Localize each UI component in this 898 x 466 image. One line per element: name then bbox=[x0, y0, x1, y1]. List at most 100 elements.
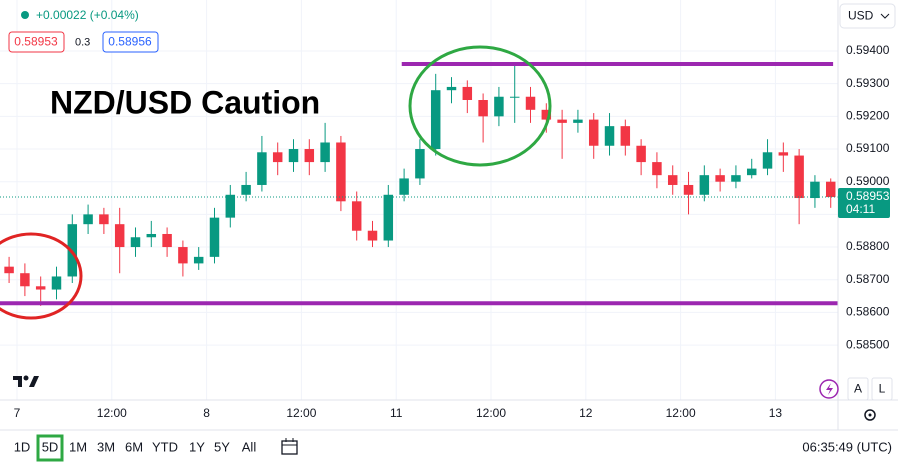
candle-body bbox=[478, 100, 488, 117]
candle-body bbox=[825, 181, 836, 198]
candle-body bbox=[667, 175, 678, 185]
x-tick-label: 12:00 bbox=[286, 406, 316, 420]
candle-body bbox=[731, 175, 741, 182]
y-tick-label: 0.58700 bbox=[846, 272, 890, 286]
range-active[interactable] bbox=[36, 434, 64, 462]
candle-body bbox=[636, 145, 646, 163]
candle-body bbox=[446, 86, 457, 91]
range-button[interactable]: 5Y bbox=[214, 439, 230, 454]
candle-body bbox=[588, 119, 599, 146]
last-price-box bbox=[838, 188, 890, 219]
settings-icon bbox=[868, 413, 872, 417]
bid-box[interactable] bbox=[8, 31, 65, 53]
calendar-icon bbox=[281, 440, 298, 455]
candle-body bbox=[746, 168, 757, 176]
candle-body bbox=[83, 214, 93, 225]
candle-body bbox=[351, 201, 362, 231]
x-tick-label: 12 bbox=[579, 406, 593, 420]
circle-annotation bbox=[0, 232, 83, 320]
candle-body bbox=[715, 175, 725, 182]
candle-body bbox=[178, 247, 188, 264]
y-tick-label: 0.58800 bbox=[846, 239, 890, 253]
candle-body bbox=[762, 152, 773, 169]
candle-body bbox=[778, 152, 789, 156]
candle-body bbox=[20, 273, 30, 287]
candle-body bbox=[494, 96, 504, 117]
y-tick-label: 0.59000 bbox=[846, 174, 890, 188]
range-button[interactable]: 1D bbox=[14, 439, 31, 454]
y-tick-label: 0.59100 bbox=[846, 141, 890, 155]
candle-body bbox=[430, 90, 441, 150]
y-tick-label: 0.59400 bbox=[846, 43, 890, 57]
candle-body bbox=[241, 184, 251, 195]
candle-body bbox=[541, 109, 552, 120]
range-button[interactable]: 1M bbox=[69, 439, 87, 454]
scale-button[interactable] bbox=[847, 377, 869, 401]
candle-body bbox=[794, 155, 804, 199]
range-button[interactable]: 6M bbox=[125, 439, 143, 454]
ask: 0.58956 bbox=[108, 35, 152, 49]
y-tick-label: 0.58500 bbox=[846, 337, 890, 351]
x-tick-label: 11 bbox=[390, 406, 403, 420]
candle-body bbox=[509, 96, 520, 98]
candle-body bbox=[336, 142, 346, 202]
countdown: 04:11 bbox=[846, 202, 875, 216]
candle-body bbox=[272, 152, 283, 163]
candle-body bbox=[99, 214, 109, 225]
y-tick-label: 0.59200 bbox=[846, 109, 890, 123]
last-price-label: 0.58953 bbox=[846, 189, 890, 203]
x-tick-label: 12:00 bbox=[476, 406, 506, 420]
candle-body bbox=[573, 119, 583, 123]
range-button[interactable]: 3M bbox=[97, 439, 115, 454]
annotation-title: NZD/USD Caution bbox=[50, 84, 320, 120]
candle-body bbox=[557, 119, 567, 123]
currency: USD bbox=[848, 9, 874, 23]
candle-body bbox=[225, 194, 236, 218]
dropdown-arrow bbox=[880, 13, 890, 19]
candle-body bbox=[399, 178, 409, 195]
candle-body bbox=[146, 233, 157, 238]
y-tick-label: 0.58600 bbox=[846, 305, 890, 319]
scale-button-label: L bbox=[879, 382, 886, 396]
range-button[interactable]: 5D bbox=[42, 439, 59, 454]
candle-body bbox=[810, 181, 820, 199]
logo bbox=[13, 375, 39, 387]
status-dot bbox=[21, 11, 29, 19]
x-tick-label: 12:00 bbox=[666, 406, 696, 420]
change: +0.00022 (+0.04%) bbox=[36, 8, 139, 22]
scale-button[interactable] bbox=[871, 377, 893, 401]
x-tick-label: 7 bbox=[14, 406, 21, 420]
candle-body bbox=[320, 142, 330, 163]
range-button[interactable]: 1Y bbox=[189, 439, 205, 454]
candle-body bbox=[193, 256, 204, 264]
candle-body bbox=[652, 162, 662, 176]
spread: 0.3 bbox=[75, 36, 90, 48]
candle-body bbox=[367, 230, 378, 241]
candle-body bbox=[304, 149, 315, 163]
range-button[interactable]: YTD bbox=[152, 439, 178, 454]
candle-body bbox=[130, 237, 141, 248]
candle-body bbox=[257, 152, 267, 185]
candle-body bbox=[288, 149, 299, 163]
ask-box[interactable] bbox=[102, 31, 159, 53]
settings-button[interactable] bbox=[864, 409, 876, 421]
candle-body bbox=[699, 175, 710, 195]
range-button[interactable]: All bbox=[242, 439, 257, 454]
candle-body bbox=[209, 217, 220, 257]
candle-body bbox=[415, 149, 425, 179]
candle-body bbox=[4, 266, 14, 274]
candle-body bbox=[162, 233, 172, 248]
candle-body bbox=[462, 86, 473, 100]
calendar-button[interactable] bbox=[281, 438, 298, 455]
candle-body bbox=[683, 184, 694, 195]
x-tick-label: 13 bbox=[769, 406, 783, 420]
scale-button-label: A bbox=[854, 382, 862, 396]
currency-select[interactable] bbox=[839, 3, 896, 29]
clock: 06:35:49 (UTC) bbox=[802, 439, 892, 454]
bid: 0.58953 bbox=[14, 35, 58, 49]
candle-body bbox=[35, 286, 46, 290]
candle-body bbox=[525, 96, 536, 110]
candle-body bbox=[51, 276, 62, 290]
